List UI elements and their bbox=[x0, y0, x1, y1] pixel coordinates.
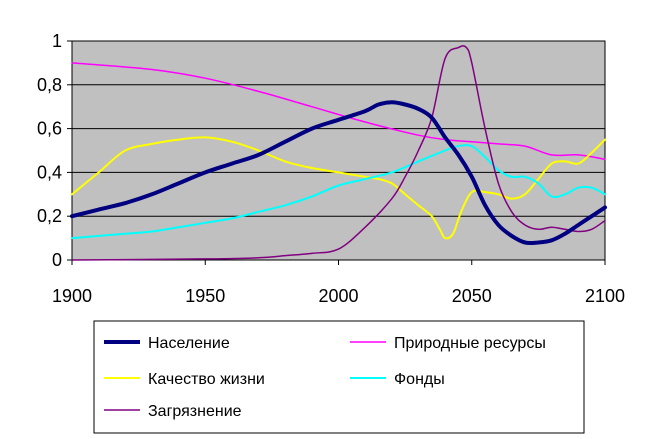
legend-label-population: Население bbox=[148, 335, 230, 352]
series-line-capital bbox=[71, 144, 606, 240]
y-tick-label: 0,8 bbox=[37, 75, 62, 95]
plot-area bbox=[71, 40, 606, 261]
series-lines bbox=[70, 45, 607, 261]
y-tick-label: 1 bbox=[52, 31, 62, 51]
series-line-quality-of-life bbox=[71, 136, 606, 240]
series-line-pollution bbox=[71, 45, 606, 261]
y-tick-label: 0,6 bbox=[37, 119, 62, 139]
series-line-population bbox=[70, 100, 607, 246]
y-tick-label: 0,2 bbox=[37, 206, 62, 226]
legend-label-pollution: Загрязнение bbox=[148, 403, 242, 420]
grid-lines bbox=[72, 84, 605, 217]
y-tick-label: 0,4 bbox=[37, 162, 62, 182]
series-line-resources bbox=[71, 62, 606, 161]
x-tick-label: 2000 bbox=[318, 286, 358, 306]
y-tick-label: 0 bbox=[52, 250, 62, 270]
x-tick-label: 2050 bbox=[452, 286, 492, 306]
legend-box bbox=[93, 320, 585, 434]
legend-label-quality-of-life: Качество жизни bbox=[148, 371, 265, 388]
x-tick-label: 1950 bbox=[185, 286, 225, 306]
x-tick-label: 1900 bbox=[52, 286, 92, 306]
axes: 0 0,2 0,4 0,6 0,8 1 1900 1950 2000 2050 2100 bbox=[37, 31, 625, 306]
legend-label-capital: Фонды bbox=[394, 371, 445, 388]
legend-label-resources: Природные ресурсы bbox=[394, 335, 546, 352]
x-tick-label: 2100 bbox=[585, 286, 625, 306]
legend: Население Природные ресурсы Качество жизни… bbox=[93, 320, 585, 434]
